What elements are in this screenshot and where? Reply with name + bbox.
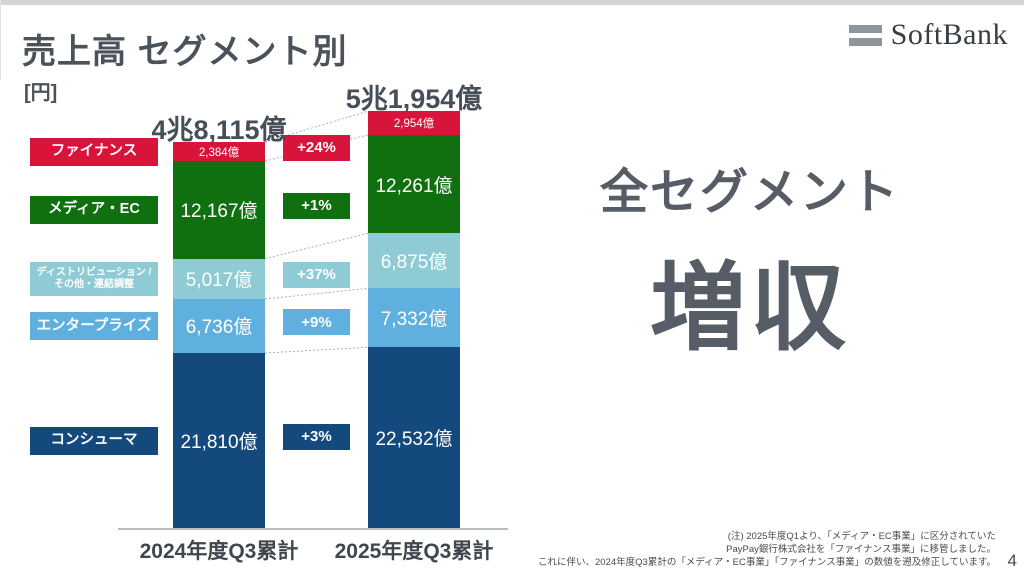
segment-label-finance: ファイナンス bbox=[30, 137, 158, 166]
segment-value-label: 6,736億 bbox=[185, 317, 253, 339]
bar-2025-segment-consumer: 22,532億 bbox=[368, 347, 460, 528]
footnote: (注) 2025年度Q1より、「メディア・EC事業」に区分されていた PayPa… bbox=[538, 530, 996, 569]
segment-value-label: 7,332億 bbox=[380, 309, 448, 331]
growth-badge-distribution-other: +37% bbox=[283, 261, 350, 288]
softbank-equals-icon bbox=[848, 24, 882, 46]
x-axis-label-2024: 2024年度Q3累計 bbox=[139, 540, 299, 563]
segment-value-label: 6,875億 bbox=[380, 252, 448, 274]
segment-value-label: 12,261億 bbox=[375, 175, 453, 197]
connector-line-distribution-other bbox=[264, 232, 369, 260]
segment-value-label: 22,532億 bbox=[375, 429, 453, 451]
headline-line2: 増収 bbox=[650, 255, 850, 362]
page-title: 売上高 セグメント別 bbox=[22, 33, 348, 71]
segment-value-label: 5,017億 bbox=[185, 270, 253, 292]
bar-2024-segment-distribution-other: 5,017億 bbox=[173, 258, 265, 299]
growth-badge-finance: +24% bbox=[283, 134, 350, 161]
page-number: 4 bbox=[1007, 551, 1017, 570]
total-label-2025: 5兆1,954億 bbox=[345, 84, 483, 115]
headline: 全セグメント 増収 bbox=[535, 152, 965, 369]
connector-line-consumer bbox=[264, 346, 369, 354]
segment-value-label: 2,954億 bbox=[393, 118, 435, 131]
bar-2024-segment-finance: 2,384億 bbox=[173, 142, 265, 162]
segment-label-consumer: コンシューマ bbox=[30, 426, 158, 455]
connector-line-enterprise bbox=[264, 287, 369, 300]
segment-label-text: メディア・EC bbox=[48, 201, 140, 218]
x-axis-label-2025: 2025年度Q3累計 bbox=[334, 540, 494, 563]
window-top-edge bbox=[0, 0, 1024, 5]
unit-label: [円] bbox=[24, 82, 58, 104]
bar-2025-segment-finance: 2,954億 bbox=[368, 111, 460, 135]
bar-2025-segment-enterprise: 7,332億 bbox=[368, 288, 460, 348]
bar-2025-segment-media-ec: 12,261億 bbox=[368, 134, 460, 234]
bar-2024-segment-consumer: 21,810億 bbox=[173, 353, 265, 528]
footnote-line1: (注) 2025年度Q1より、「メディア・EC事業」に区分されていた bbox=[727, 531, 996, 542]
footnote-line2: PayPay銀行株式会社を「ファイナンス事業」に移管しました。 bbox=[726, 544, 996, 555]
segment-label-distribution-other: ディストリビューション / その他・連結調整 bbox=[30, 261, 158, 296]
x-axis-line bbox=[118, 528, 508, 530]
segment-value-label: 2,384億 bbox=[198, 146, 240, 159]
segment-value-label: 12,167億 bbox=[180, 201, 258, 223]
segment-value-label: 21,810億 bbox=[180, 432, 258, 453]
segment-label-text: コンシューマ bbox=[50, 432, 138, 448]
bar-2025-segment-distribution-other: 6,875億 bbox=[368, 233, 460, 289]
segment-label-enterprise: エンタープライズ bbox=[30, 312, 158, 340]
bar-2024-segment-media-ec: 12,167億 bbox=[173, 161, 265, 259]
footnote-line3: これに伴い、2024年度Q3累計の「メディア・EC事業」「ファイナンス事業」の数… bbox=[538, 557, 996, 568]
softbank-logo: SoftBank bbox=[848, 18, 1008, 52]
bar-2024-segment-enterprise: 6,736億 bbox=[173, 298, 265, 353]
total-label-2024: 4兆8,115億 bbox=[151, 115, 287, 145]
growth-badge-consumer: +3% bbox=[283, 423, 350, 450]
segment-label-text: エンタープライズ bbox=[36, 317, 152, 334]
segment-label-text: ディストリビューション / bbox=[36, 266, 152, 278]
growth-badge-enterprise: +9% bbox=[283, 309, 350, 335]
segment-label-media-ec: メディア・EC bbox=[30, 195, 158, 224]
headline-line1: 全セグメント bbox=[599, 166, 900, 219]
segment-label-text: その他・連結調整 bbox=[54, 278, 134, 290]
softbank-logo-text: SoftBank bbox=[890, 18, 1008, 51]
growth-badge-media-ec: +1% bbox=[283, 192, 350, 219]
segment-label-text: ファイナンス bbox=[50, 143, 138, 160]
window-left-edge bbox=[0, 0, 1, 80]
